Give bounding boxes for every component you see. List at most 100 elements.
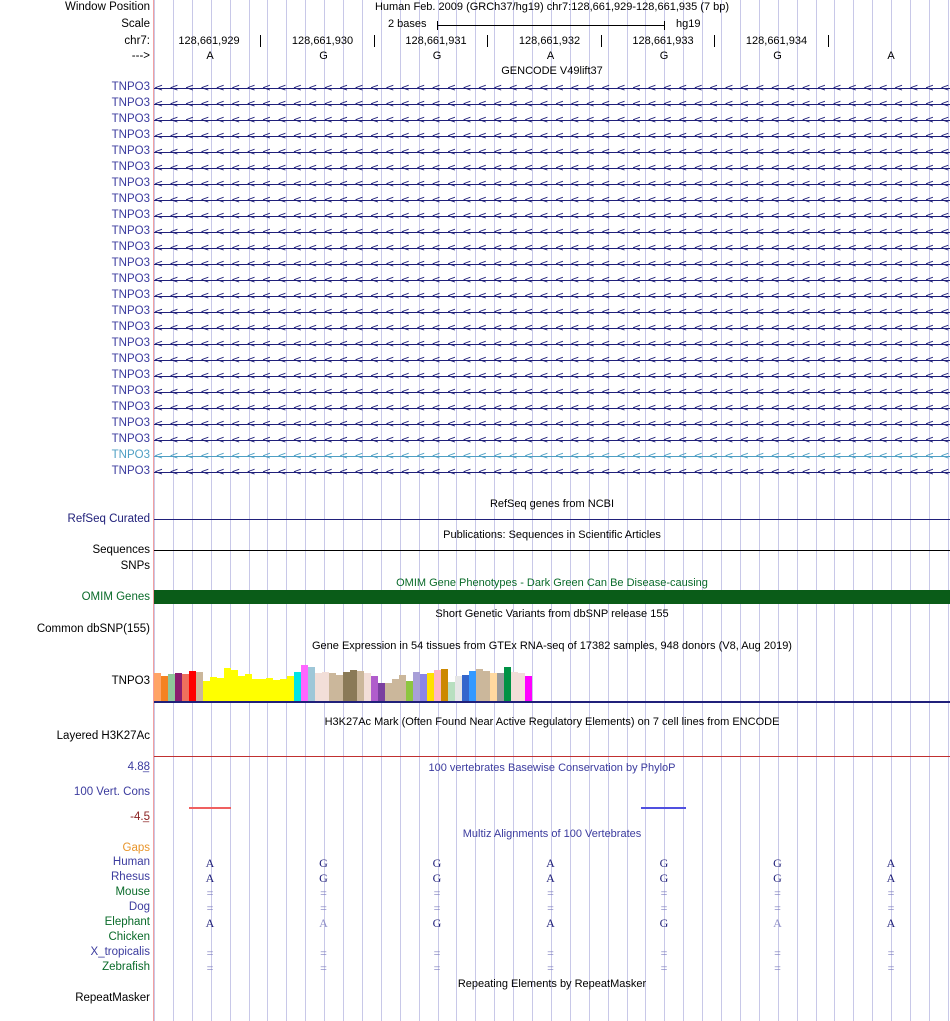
gene-row[interactable]: TNPO3 <<<<<<<<<<<<<<<<<<<<<<<<<<<<<<<<<<<… bbox=[0, 96, 950, 112]
gtex-bar[interactable] bbox=[483, 671, 490, 701]
gtex-bar[interactable] bbox=[294, 672, 301, 701]
gene-label[interactable]: TNPO3 bbox=[111, 337, 150, 349]
gene-row[interactable]: TNPO3 <<<<<<<<<<<<<<<<<<<<<<<<<<<<<<<<<<<… bbox=[0, 272, 950, 288]
species-label[interactable]: Rhesus bbox=[111, 871, 150, 883]
gtex-bar[interactable] bbox=[224, 668, 231, 701]
gtex-bar[interactable] bbox=[161, 676, 168, 701]
gene-feature-line[interactable]: <<<<<<<<<<<<<<<<<<<<<<<<<<<<<<<<<<<<<<<<… bbox=[154, 145, 950, 158]
gtex-bar[interactable] bbox=[280, 679, 287, 701]
omim-gene-block[interactable] bbox=[154, 590, 950, 604]
gene-feature-line[interactable]: <<<<<<<<<<<<<<<<<<<<<<<<<<<<<<<<<<<<<<<<… bbox=[154, 337, 950, 350]
gene-feature-line[interactable]: <<<<<<<<<<<<<<<<<<<<<<<<<<<<<<<<<<<<<<<<… bbox=[154, 209, 950, 222]
omim-label[interactable]: OMIM Genes bbox=[81, 591, 150, 603]
gtex-bar[interactable] bbox=[525, 676, 532, 701]
gene-label[interactable]: TNPO3 bbox=[111, 289, 150, 301]
gene-row[interactable]: TNPO3 <<<<<<<<<<<<<<<<<<<<<<<<<<<<<<<<<<<… bbox=[0, 400, 950, 416]
snps-label[interactable]: SNPs bbox=[120, 560, 150, 572]
gene-feature-line[interactable]: <<<<<<<<<<<<<<<<<<<<<<<<<<<<<<<<<<<<<<<<… bbox=[154, 129, 950, 142]
gene-label[interactable]: TNPO3 bbox=[111, 305, 150, 317]
omim-row[interactable]: OMIM Genes bbox=[0, 590, 950, 606]
gene-label[interactable]: TNPO3 bbox=[111, 465, 150, 477]
multiz-species-row[interactable]: Zebrafish = = = = = = = bbox=[0, 961, 950, 976]
gtex-bar[interactable] bbox=[448, 682, 455, 701]
species-label[interactable]: Mouse bbox=[115, 886, 150, 898]
gene-row[interactable]: TNPO3 <<<<<<<<<<<<<<<<<<<<<<<<<<<<<<<<<<<… bbox=[0, 80, 950, 96]
species-label[interactable]: Chicken bbox=[108, 931, 150, 943]
h3k27ac-label[interactable]: Layered H3K27Ac bbox=[56, 730, 150, 742]
gene-row[interactable]: TNPO3 <<<<<<<<<<<<<<<<<<<<<<<<<<<<<<<<<<<… bbox=[0, 288, 950, 304]
species-label[interactable]: Human bbox=[112, 856, 150, 868]
gtex-bar[interactable] bbox=[175, 673, 182, 701]
multiz-species-row[interactable]: Dog = = = = = = = bbox=[0, 901, 950, 916]
gene-label[interactable]: TNPO3 bbox=[111, 385, 150, 397]
multiz-species-row[interactable]: Rhesus A G G A G G A bbox=[0, 871, 950, 886]
gene-label[interactable]: TNPO3 bbox=[111, 401, 150, 413]
gtex-bar[interactable] bbox=[518, 673, 525, 701]
gtex-bar[interactable] bbox=[273, 680, 280, 701]
gtex-bar[interactable] bbox=[476, 669, 483, 701]
gtex-label[interactable]: TNPO3 bbox=[111, 675, 150, 687]
snps-row[interactable]: SNPs bbox=[0, 559, 950, 574]
gtex-bar[interactable] bbox=[455, 676, 462, 701]
gtex-bar[interactable] bbox=[371, 676, 378, 701]
gene-feature-line[interactable]: <<<<<<<<<<<<<<<<<<<<<<<<<<<<<<<<<<<<<<<<… bbox=[154, 97, 950, 110]
gtex-bar[interactable] bbox=[308, 667, 315, 701]
h3k27ac-row[interactable]: Layered H3K27Ac bbox=[0, 729, 950, 744]
refseq-feature-line[interactable] bbox=[154, 519, 950, 520]
conservation-plot[interactable] bbox=[154, 756, 950, 826]
dbsnp-label[interactable]: Common dbSNP(155) bbox=[36, 623, 150, 635]
gtex-bar[interactable] bbox=[322, 672, 329, 701]
multiz-species-row[interactable]: X_tropicalis = = = = = = = bbox=[0, 946, 950, 961]
gene-feature-line[interactable]: <<<<<<<<<<<<<<<<<<<<<<<<<<<<<<<<<<<<<<<<… bbox=[154, 257, 950, 270]
gtex-bar[interactable] bbox=[252, 679, 259, 701]
multiz-species-row[interactable]: Chicken bbox=[0, 931, 950, 946]
gene-feature-line[interactable]: <<<<<<<<<<<<<<<<<<<<<<<<<<<<<<<<<<<<<<<<… bbox=[154, 417, 950, 430]
gene-label[interactable]: TNPO3 bbox=[111, 161, 150, 173]
gene-label[interactable]: TNPO3 bbox=[111, 209, 150, 221]
gtex-bar[interactable] bbox=[231, 670, 238, 701]
gtex-bar[interactable] bbox=[406, 681, 413, 701]
gtex-bar[interactable] bbox=[462, 675, 469, 701]
repeatmasker-row[interactable]: RepeatMasker bbox=[0, 991, 950, 1006]
gene-feature-line[interactable]: <<<<<<<<<<<<<<<<<<<<<<<<<<<<<<<<<<<<<<<<… bbox=[154, 449, 950, 462]
gene-label[interactable]: TNPO3 bbox=[111, 225, 150, 237]
dbsnp-row[interactable]: Common dbSNP(155) bbox=[0, 622, 950, 637]
gene-row[interactable]: TNPO3 <<<<<<<<<<<<<<<<<<<<<<<<<<<<<<<<<<<… bbox=[0, 224, 950, 240]
gene-row[interactable]: TNPO3 <<<<<<<<<<<<<<<<<<<<<<<<<<<<<<<<<<<… bbox=[0, 128, 950, 144]
gtex-bar[interactable] bbox=[350, 670, 357, 701]
gene-feature-line[interactable]: <<<<<<<<<<<<<<<<<<<<<<<<<<<<<<<<<<<<<<<<… bbox=[154, 161, 950, 174]
refseq-row[interactable]: RefSeq Curated bbox=[0, 512, 950, 527]
gene-row[interactable]: TNPO3 <<<<<<<<<<<<<<<<<<<<<<<<<<<<<<<<<<<… bbox=[0, 416, 950, 432]
gene-row[interactable]: TNPO3 <<<<<<<<<<<<<<<<<<<<<<<<<<<<<<<<<<<… bbox=[0, 208, 950, 224]
gene-label[interactable]: TNPO3 bbox=[111, 129, 150, 141]
gtex-bar[interactable] bbox=[434, 670, 441, 701]
gene-label[interactable]: TNPO3 bbox=[111, 449, 150, 461]
gene-feature-line[interactable]: <<<<<<<<<<<<<<<<<<<<<<<<<<<<<<<<<<<<<<<<… bbox=[154, 289, 950, 302]
species-label[interactable]: Zebrafish bbox=[102, 961, 150, 973]
gene-feature-line[interactable]: <<<<<<<<<<<<<<<<<<<<<<<<<<<<<<<<<<<<<<<<… bbox=[154, 385, 950, 398]
gene-feature-line[interactable]: <<<<<<<<<<<<<<<<<<<<<<<<<<<<<<<<<<<<<<<<… bbox=[154, 241, 950, 254]
gene-row[interactable]: TNPO3 <<<<<<<<<<<<<<<<<<<<<<<<<<<<<<<<<<<… bbox=[0, 432, 950, 448]
gene-feature-line[interactable]: <<<<<<<<<<<<<<<<<<<<<<<<<<<<<<<<<<<<<<<<… bbox=[154, 81, 950, 94]
gtex-bar[interactable] bbox=[336, 675, 343, 701]
gtex-bar[interactable] bbox=[504, 667, 511, 701]
gtex-bar[interactable] bbox=[238, 676, 245, 701]
sequences-feature-line[interactable] bbox=[154, 550, 950, 551]
gene-label[interactable]: TNPO3 bbox=[111, 257, 150, 269]
conservation-mark[interactable] bbox=[189, 806, 231, 809]
gene-label[interactable]: TNPO3 bbox=[111, 433, 150, 445]
gene-row[interactable]: TNPO3 <<<<<<<<<<<<<<<<<<<<<<<<<<<<<<<<<<<… bbox=[0, 384, 950, 400]
gene-row[interactable]: TNPO3 <<<<<<<<<<<<<<<<<<<<<<<<<<<<<<<<<<<… bbox=[0, 304, 950, 320]
gene-row[interactable]: TNPO3 <<<<<<<<<<<<<<<<<<<<<<<<<<<<<<<<<<<… bbox=[0, 256, 950, 272]
gtex-bar[interactable] bbox=[427, 673, 434, 701]
gene-row[interactable]: TNPO3 <<<<<<<<<<<<<<<<<<<<<<<<<<<<<<<<<<<… bbox=[0, 240, 950, 256]
conservation-label-row[interactable]: 100 Vert. Cons bbox=[0, 785, 950, 800]
gtex-bar[interactable] bbox=[329, 673, 336, 701]
gtex-bar[interactable] bbox=[399, 675, 406, 701]
gene-row[interactable]: TNPO3 <<<<<<<<<<<<<<<<<<<<<<<<<<<<<<<<<<<… bbox=[0, 336, 950, 352]
gene-row[interactable]: TNPO3 <<<<<<<<<<<<<<<<<<<<<<<<<<<<<<<<<<<… bbox=[0, 320, 950, 336]
species-label[interactable]: Elephant bbox=[104, 916, 150, 928]
gene-label[interactable]: TNPO3 bbox=[111, 273, 150, 285]
sequences-label[interactable]: Sequences bbox=[92, 544, 150, 556]
gene-label[interactable]: TNPO3 bbox=[111, 113, 150, 125]
